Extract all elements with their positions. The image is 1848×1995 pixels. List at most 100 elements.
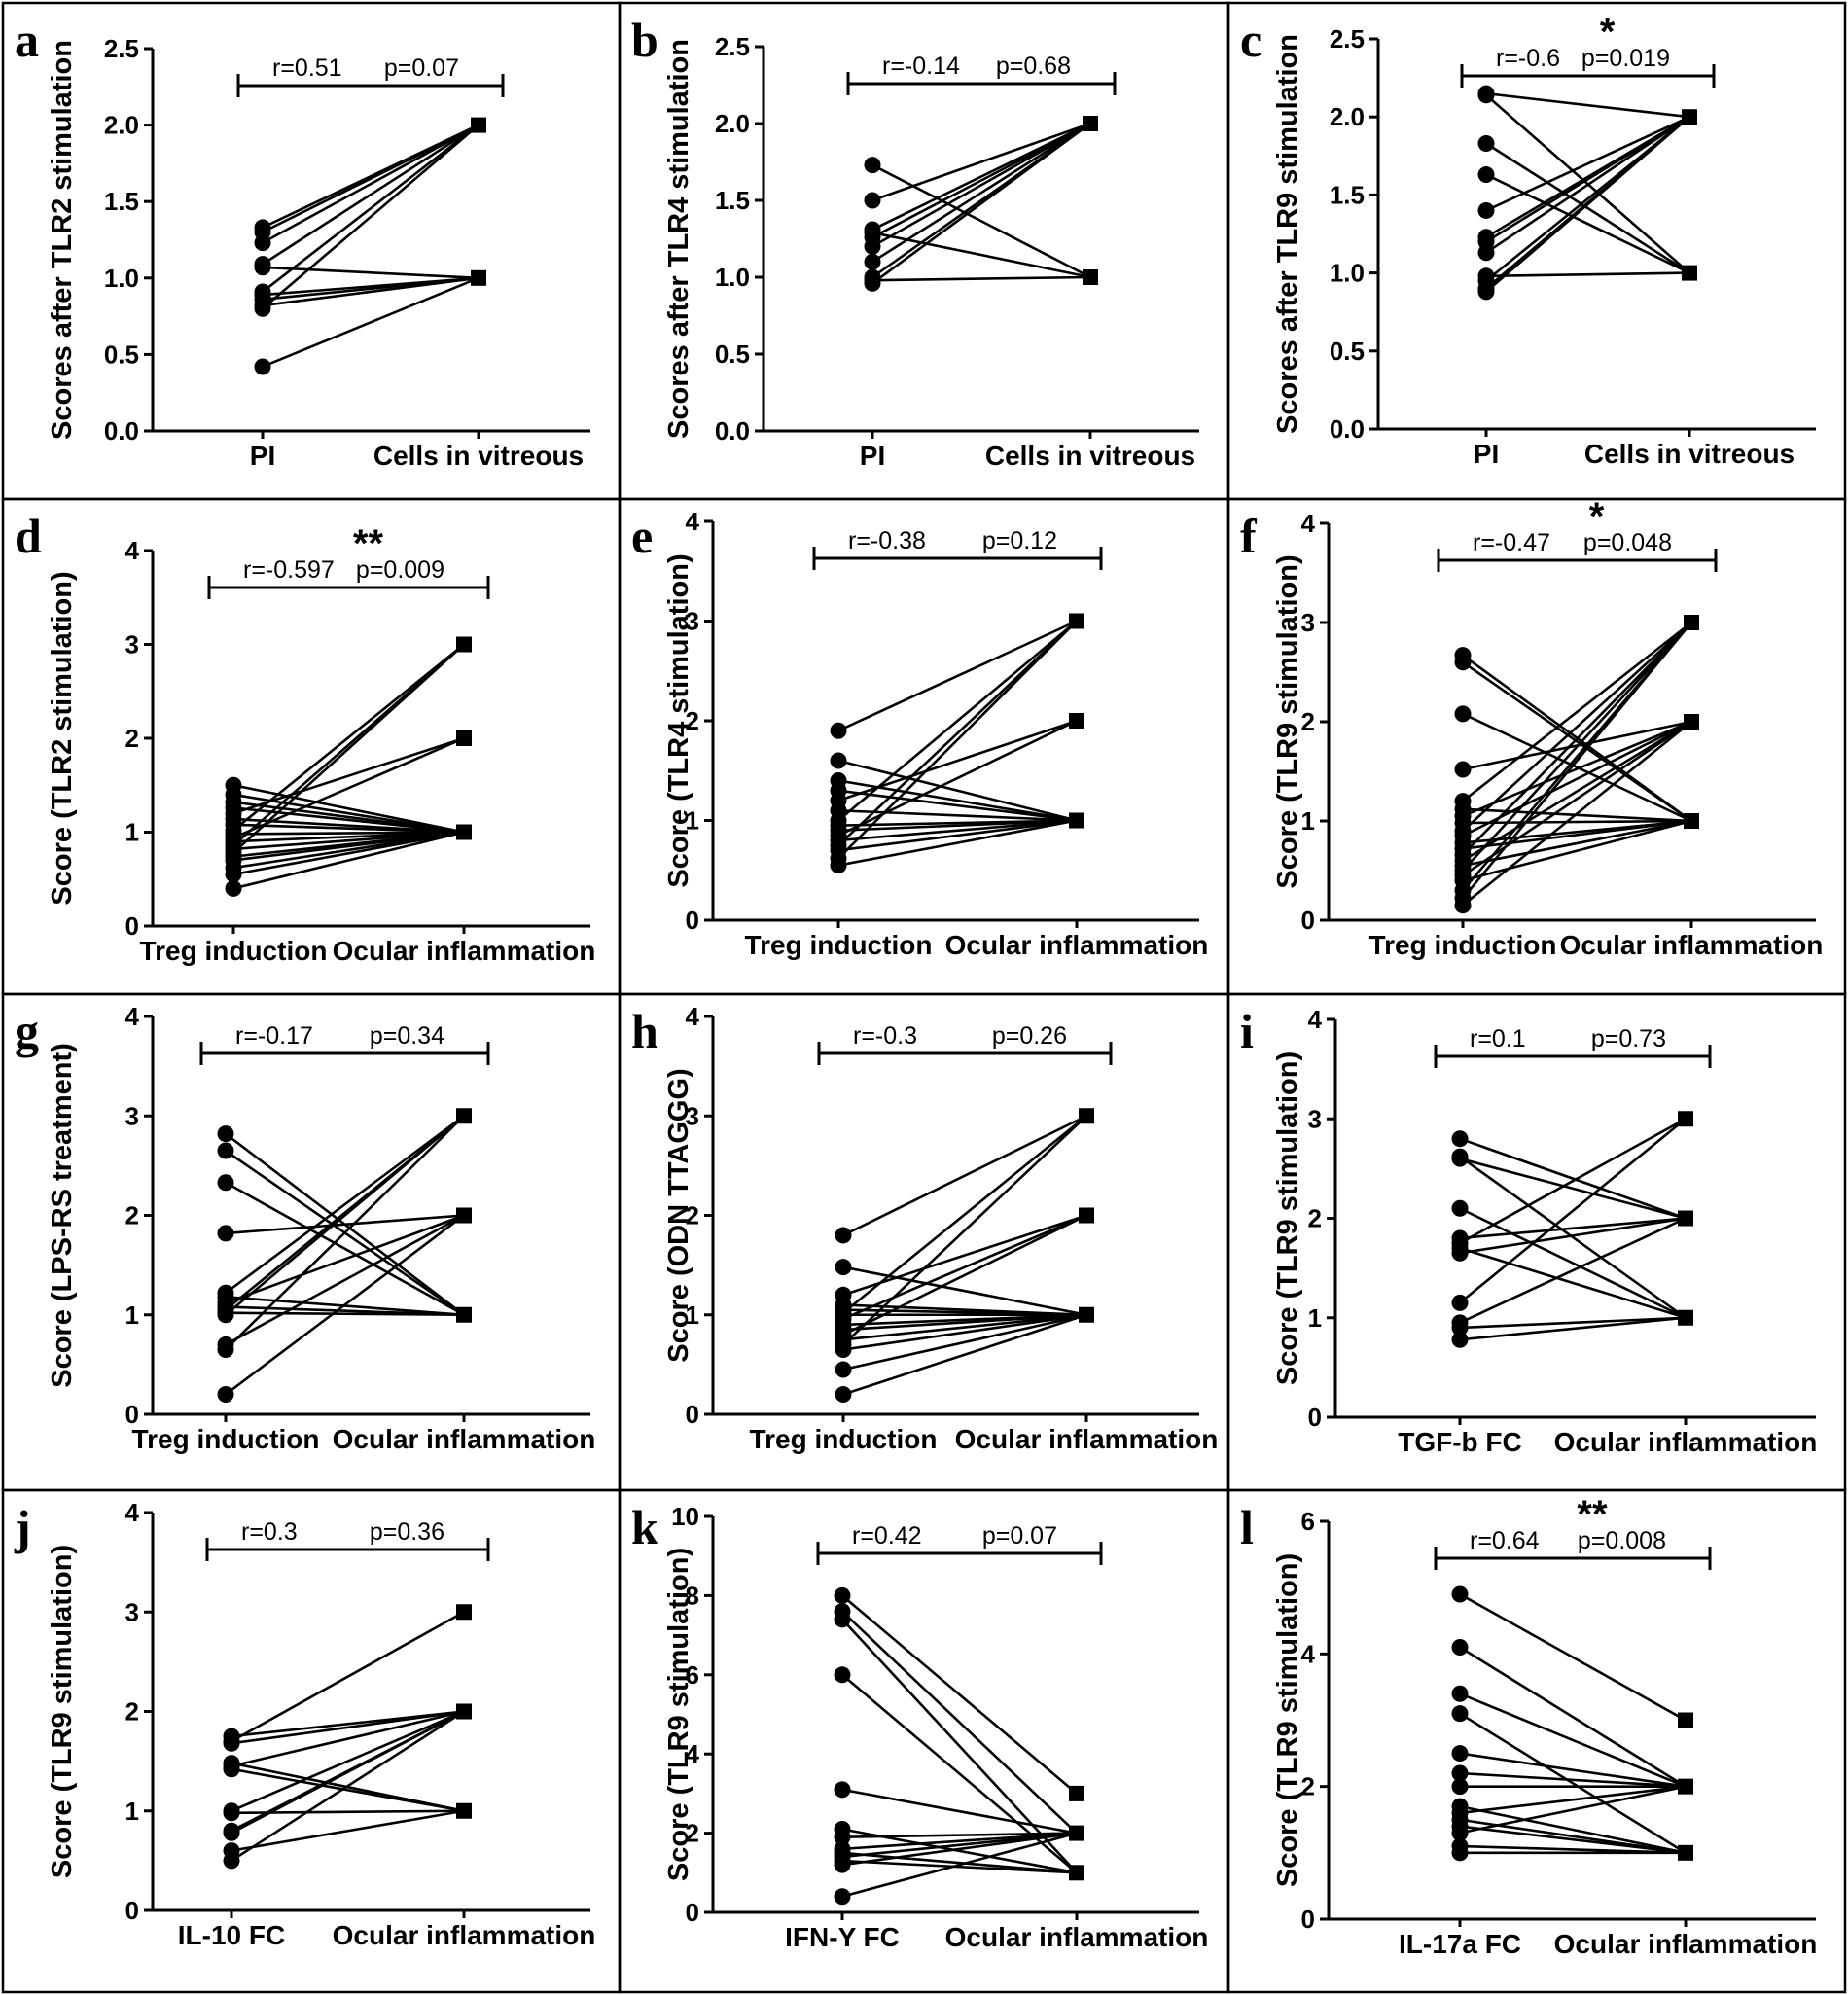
point-left (834, 1888, 851, 1906)
point-left (1451, 1331, 1469, 1348)
y-tick-label: 2.0 (715, 109, 750, 138)
y-tick-label: 1 (686, 806, 699, 836)
pair-line (225, 1181, 465, 1316)
point-left (864, 274, 881, 292)
pair-line (1459, 1752, 1687, 1788)
x-category-label: Ocular inflammation (1560, 930, 1824, 960)
point-left (223, 1761, 240, 1778)
pair-line (841, 1673, 1078, 1874)
y-tick-label: 1 (686, 1300, 699, 1330)
y-tick-label: 1 (1308, 1303, 1322, 1333)
pair-line (232, 643, 465, 854)
y-tick-label: 1.0 (1330, 259, 1365, 288)
pair-line (1462, 720, 1692, 877)
point-left (1454, 897, 1472, 914)
pair-line (841, 1594, 1078, 1795)
pair-line (225, 1311, 465, 1317)
pair-line (1459, 1785, 1687, 1815)
pair-line (1462, 712, 1692, 823)
point-left (834, 1611, 851, 1628)
y-axis-label: Score (TLR9 stimulation) (663, 1548, 694, 1881)
panel-h: 0 1 2 3 4 Treg induction Ocular inflammation Sc… (618, 992, 1230, 1492)
point-left (1477, 134, 1495, 152)
pair-line (231, 1710, 465, 1812)
point-left (835, 1361, 852, 1378)
point-left (217, 1341, 234, 1359)
pair-line (842, 1115, 1087, 1237)
point-left (217, 1225, 234, 1242)
y-tick-label: 1 (125, 1797, 139, 1826)
panel-g: 0 1 2 3 4 Treg induction Ocular inflammation Sc… (1, 992, 622, 1492)
y-tick-label: 1 (125, 1300, 139, 1330)
p-value: p=0.048 (1583, 529, 1672, 556)
pair-line (1459, 1316, 1687, 1330)
pair-line (1459, 1217, 1687, 1240)
point-left (1451, 1764, 1469, 1782)
y-tick-label: 0 (686, 1898, 699, 1927)
y-tick-label: 8 (686, 1581, 699, 1610)
y-tick-label: 1 (1301, 806, 1315, 836)
pair-line (1459, 1207, 1687, 1319)
x-category-label: Treg induction (745, 930, 933, 960)
pair-line (1462, 621, 1692, 802)
y-tick-label: 3 (125, 1597, 139, 1626)
y-tick-label: 1.5 (715, 186, 750, 215)
point-left (1451, 1824, 1469, 1841)
y-tick-label: 4 (686, 507, 700, 536)
pair-line (1462, 819, 1692, 882)
pair-line (841, 1859, 1078, 1874)
y-axis-label: Score (TLR4 stimulation) (663, 553, 694, 887)
point-right (1083, 116, 1098, 131)
pair-line (1485, 116, 1690, 254)
pair-line (841, 1610, 1078, 1835)
x-category-label: IL-17a FC (1399, 1929, 1521, 1959)
x-category-label: Treg induction (132, 1424, 320, 1454)
pair-line (1485, 116, 1690, 212)
pair-line (841, 1832, 1078, 1851)
pair-line (1485, 142, 1690, 274)
panel-letter: i (1240, 1004, 1254, 1058)
panel-letter: k (631, 1500, 658, 1554)
pair-line (231, 1611, 465, 1743)
point-right (471, 117, 486, 133)
point-right (1678, 1210, 1693, 1227)
point-left (864, 192, 881, 209)
pair-line (262, 124, 480, 266)
point-right (471, 269, 486, 286)
point-right (1079, 1306, 1094, 1323)
p-value: p=0.26 (992, 1022, 1067, 1050)
panel-b: 0.0 0.5 1.0 1.5 2.0 2.5 PI Cells in vitreous Sco… (618, 1, 1230, 501)
x-category-label: Ocular inflammation (945, 930, 1209, 960)
point-left (864, 157, 881, 174)
point-left (1451, 1294, 1469, 1311)
pair-line (841, 1788, 1078, 1835)
point-left (254, 234, 271, 252)
point-left (835, 1227, 852, 1244)
y-tick-label: 0 (125, 911, 139, 941)
pair-line (1459, 1646, 1687, 1788)
y-tick-label: 1.5 (1330, 180, 1365, 209)
pair-line (1461, 622, 1693, 900)
y-tick-label: 1.5 (104, 187, 139, 216)
pair-line (1462, 622, 1692, 856)
p-value: p=0.07 (384, 54, 459, 82)
point-left (1451, 1745, 1469, 1763)
pair-line (1459, 1771, 1687, 1788)
point-left (1451, 1199, 1469, 1217)
point-right (1083, 269, 1098, 285)
pair-line (837, 620, 1078, 860)
point-left (834, 1666, 851, 1684)
x-category-label: PI (250, 441, 275, 471)
x-category-label: Cells in vitreous (985, 441, 1195, 471)
pair-line (262, 124, 480, 310)
y-tick-label: 2 (125, 1697, 139, 1727)
pair-line (1459, 1712, 1687, 1854)
point-left (1451, 1244, 1469, 1262)
point-left (223, 1824, 240, 1841)
pair-line (1459, 1137, 1687, 1220)
pair-line (837, 819, 1078, 852)
x-category-label: Ocular inflammation (333, 936, 596, 966)
y-tick-label: 6 (686, 1660, 699, 1690)
x-category-label: Cells in vitreous (373, 441, 584, 471)
